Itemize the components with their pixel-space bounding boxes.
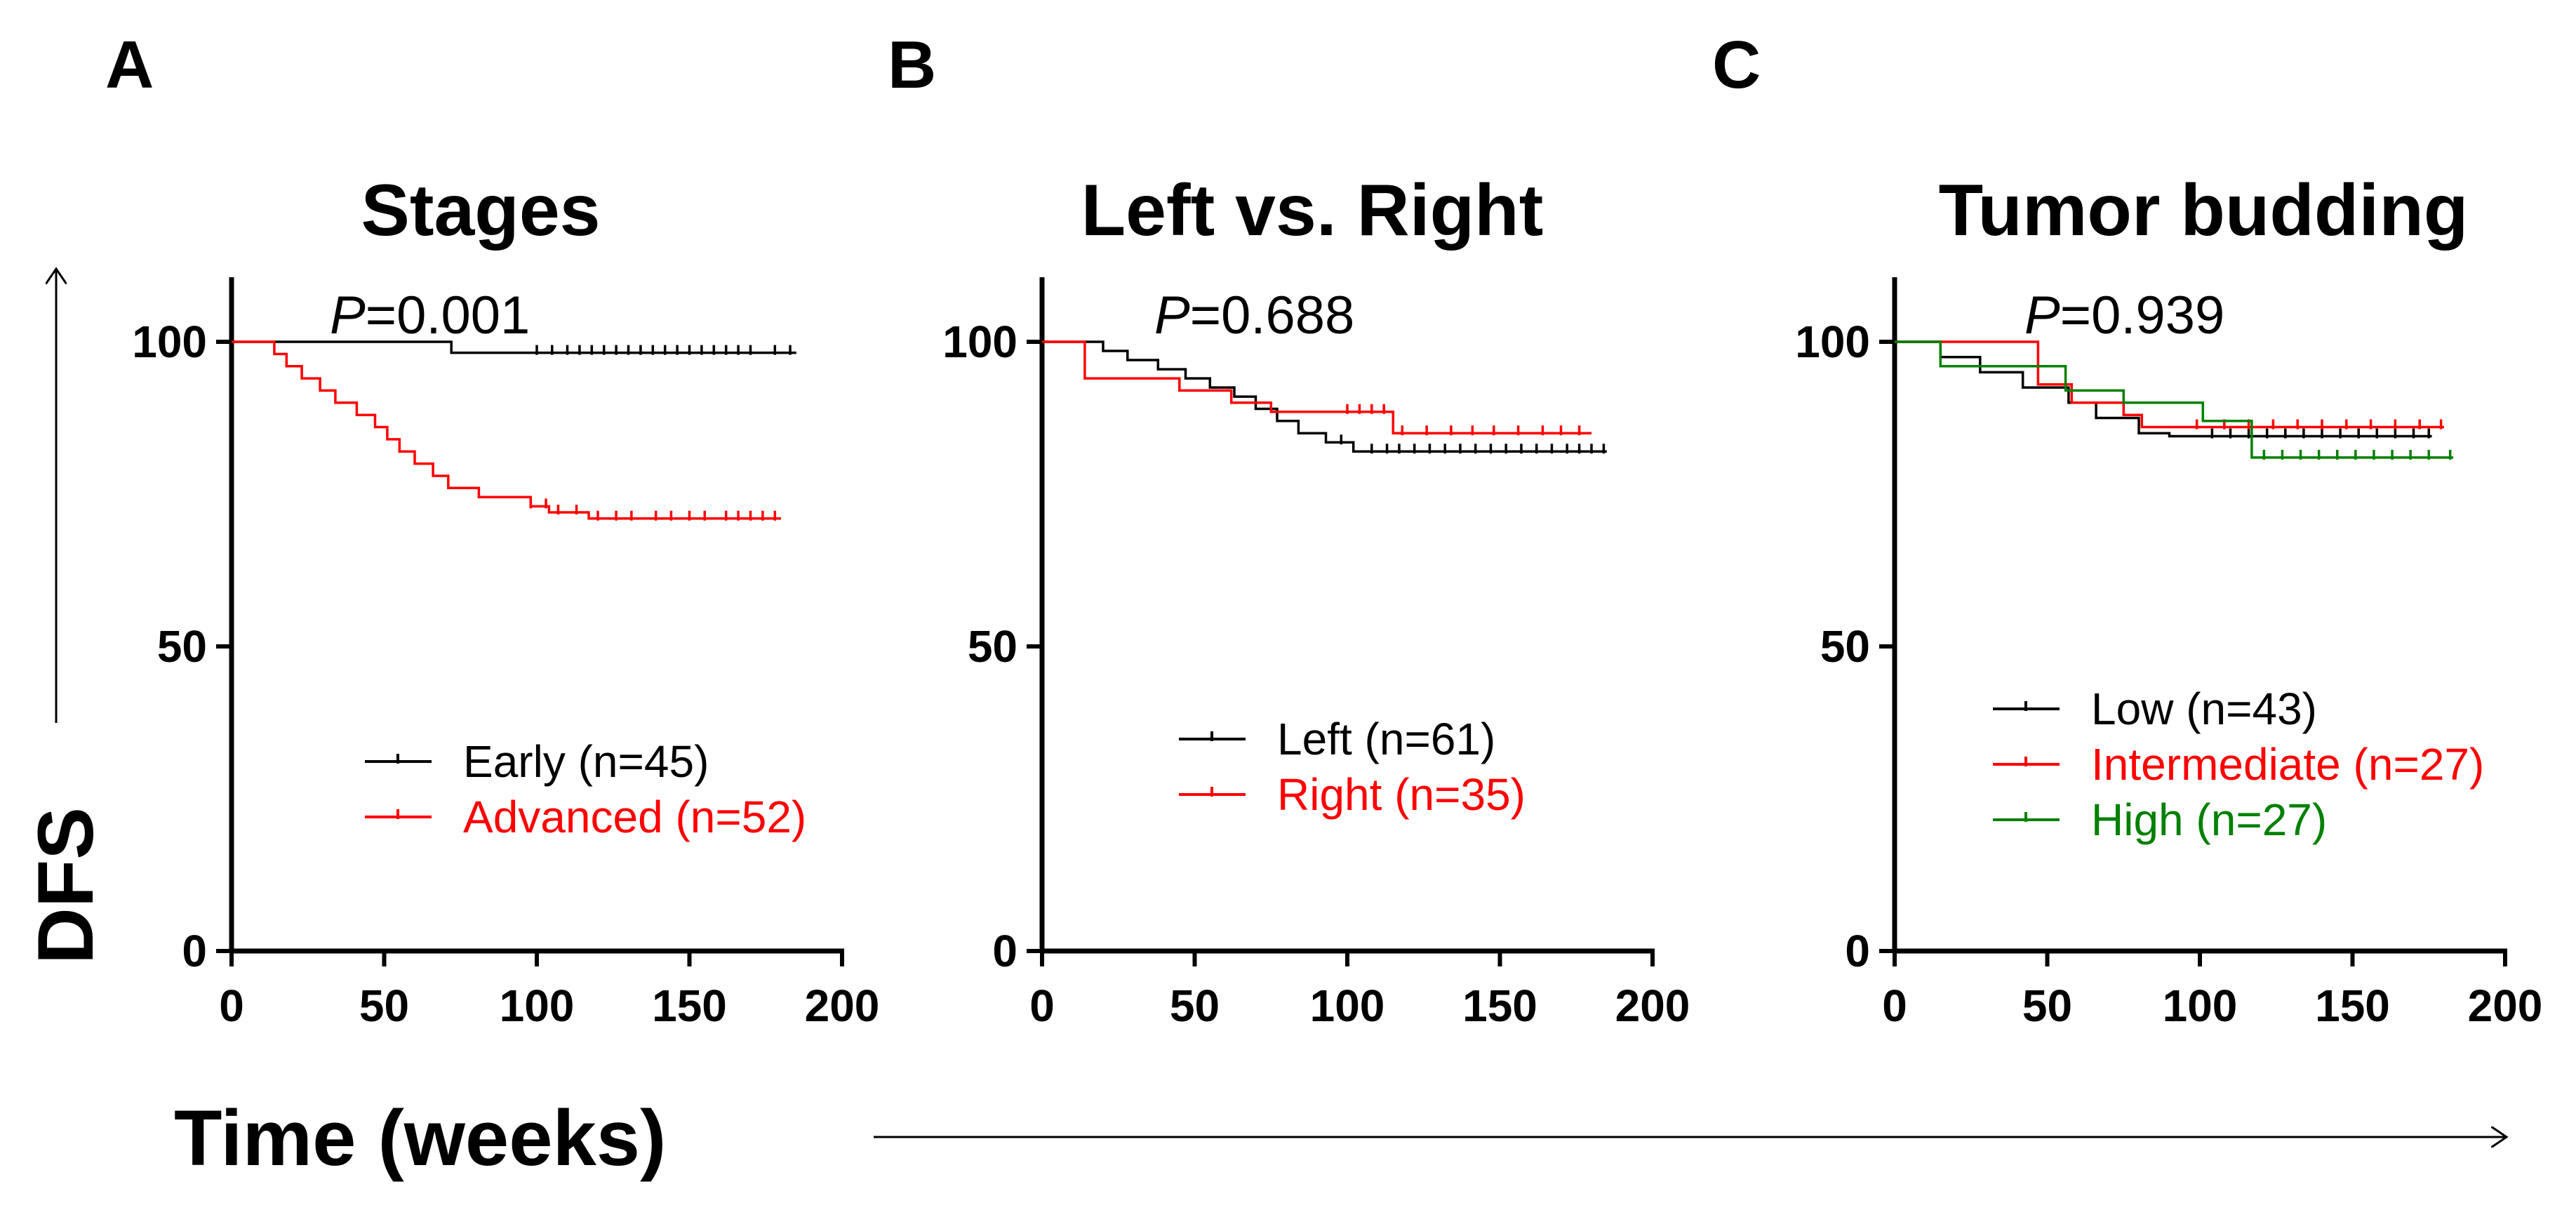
chart-title: Stages bbox=[361, 170, 600, 251]
legend-entry: Left (n=61) bbox=[1179, 714, 1495, 764]
survival-curve bbox=[1042, 340, 1591, 434]
x-tick-label: 0 bbox=[1882, 980, 1907, 1031]
survival-curve bbox=[1895, 340, 2444, 429]
panel-c: C Tumor budding 0 50 100 150 200 0 50 100 P=0.939 L… bbox=[1712, 27, 2542, 1031]
x-tick-label: 100 bbox=[2163, 980, 2238, 1031]
km-series bbox=[1895, 340, 2444, 430]
y-axis-title: DFS bbox=[22, 807, 109, 964]
legend-entry: High (n=27) bbox=[1993, 795, 2327, 845]
survival-curve bbox=[1042, 340, 1607, 453]
panel-a: A Stages 0 50 100 150 200 0 50 100 P=0.001 Early (n… bbox=[105, 27, 879, 1031]
chart-title: Left vs. Right bbox=[1081, 170, 1544, 251]
y-tick-label: 50 bbox=[968, 621, 1017, 672]
km-series bbox=[232, 340, 796, 355]
legend-label: Right (n=35) bbox=[1277, 769, 1526, 820]
legend-label: Early (n=45) bbox=[463, 736, 709, 787]
x-tick-label: 150 bbox=[652, 980, 727, 1031]
x-tick-label: 0 bbox=[1029, 980, 1055, 1031]
panel-b: B Left vs. Right 0 50 100 150 200 0 50 100 P=0.688… bbox=[888, 27, 1690, 1031]
y-tick-label: 0 bbox=[1845, 926, 1870, 976]
legend-entry: Intermediate (n=27) bbox=[1993, 739, 2484, 790]
x-axis-title: Time (weeks) bbox=[174, 1094, 666, 1182]
legend-label: High (n=27) bbox=[2091, 795, 2327, 845]
km-series bbox=[1895, 340, 2454, 460]
legend-label: Low (n=43) bbox=[2091, 684, 2317, 734]
y-tick-label: 0 bbox=[992, 926, 1017, 976]
legend-label: Intermediate (n=27) bbox=[2091, 739, 2484, 790]
p-value-label: P=0.939 bbox=[2024, 286, 2224, 345]
km-series bbox=[1042, 340, 1591, 436]
km-series bbox=[232, 340, 781, 521]
y-tick-label: 50 bbox=[157, 621, 207, 672]
legend-entry: Advanced (n=52) bbox=[365, 792, 806, 842]
x-tick-label: 200 bbox=[805, 980, 880, 1031]
survival-curve bbox=[232, 340, 796, 354]
x-tick-label: 150 bbox=[2315, 980, 2390, 1031]
x-tick-label: 150 bbox=[1462, 980, 1537, 1031]
legend-label: Advanced (n=52) bbox=[463, 792, 806, 842]
x-tick-label: 200 bbox=[1615, 980, 1690, 1031]
x-tick-label: 50 bbox=[2022, 980, 2072, 1031]
x-tick-label: 100 bbox=[1310, 980, 1385, 1031]
x-tick-label: 50 bbox=[1170, 980, 1220, 1031]
legend-entry: Right (n=35) bbox=[1179, 769, 1526, 820]
x-tick-label: 50 bbox=[359, 980, 409, 1031]
km-series bbox=[1042, 340, 1607, 454]
panel-letter: A bbox=[105, 27, 154, 102]
y-tick-label: 100 bbox=[132, 317, 207, 367]
x-tick-label: 200 bbox=[2468, 980, 2543, 1031]
survival-curve bbox=[1895, 340, 2432, 438]
survival-curve bbox=[232, 340, 781, 520]
km-series bbox=[1895, 340, 2432, 439]
y-tick-label: 50 bbox=[1820, 621, 1870, 672]
legend-entry: Low (n=43) bbox=[1993, 684, 2317, 734]
legend-entry: Early (n=45) bbox=[365, 736, 709, 787]
legend-label: Left (n=61) bbox=[1277, 714, 1495, 764]
x-tick-label: 100 bbox=[500, 980, 575, 1031]
p-value-label: P=0.001 bbox=[330, 286, 530, 345]
y-tick-label: 100 bbox=[942, 317, 1017, 367]
panel-letter: B bbox=[888, 27, 936, 102]
y-tick-label: 100 bbox=[1795, 317, 1870, 367]
panel-letter: C bbox=[1712, 27, 1761, 102]
p-value-label: P=0.688 bbox=[1154, 286, 1354, 345]
panels: A Stages 0 50 100 150 200 0 50 100 P=0.001 Early (n… bbox=[105, 27, 2542, 1031]
chart-title: Tumor budding bbox=[1939, 170, 2469, 251]
x-tick-label: 0 bbox=[219, 980, 244, 1031]
y-tick-label: 0 bbox=[182, 926, 207, 976]
survival-curve bbox=[1895, 340, 2454, 459]
